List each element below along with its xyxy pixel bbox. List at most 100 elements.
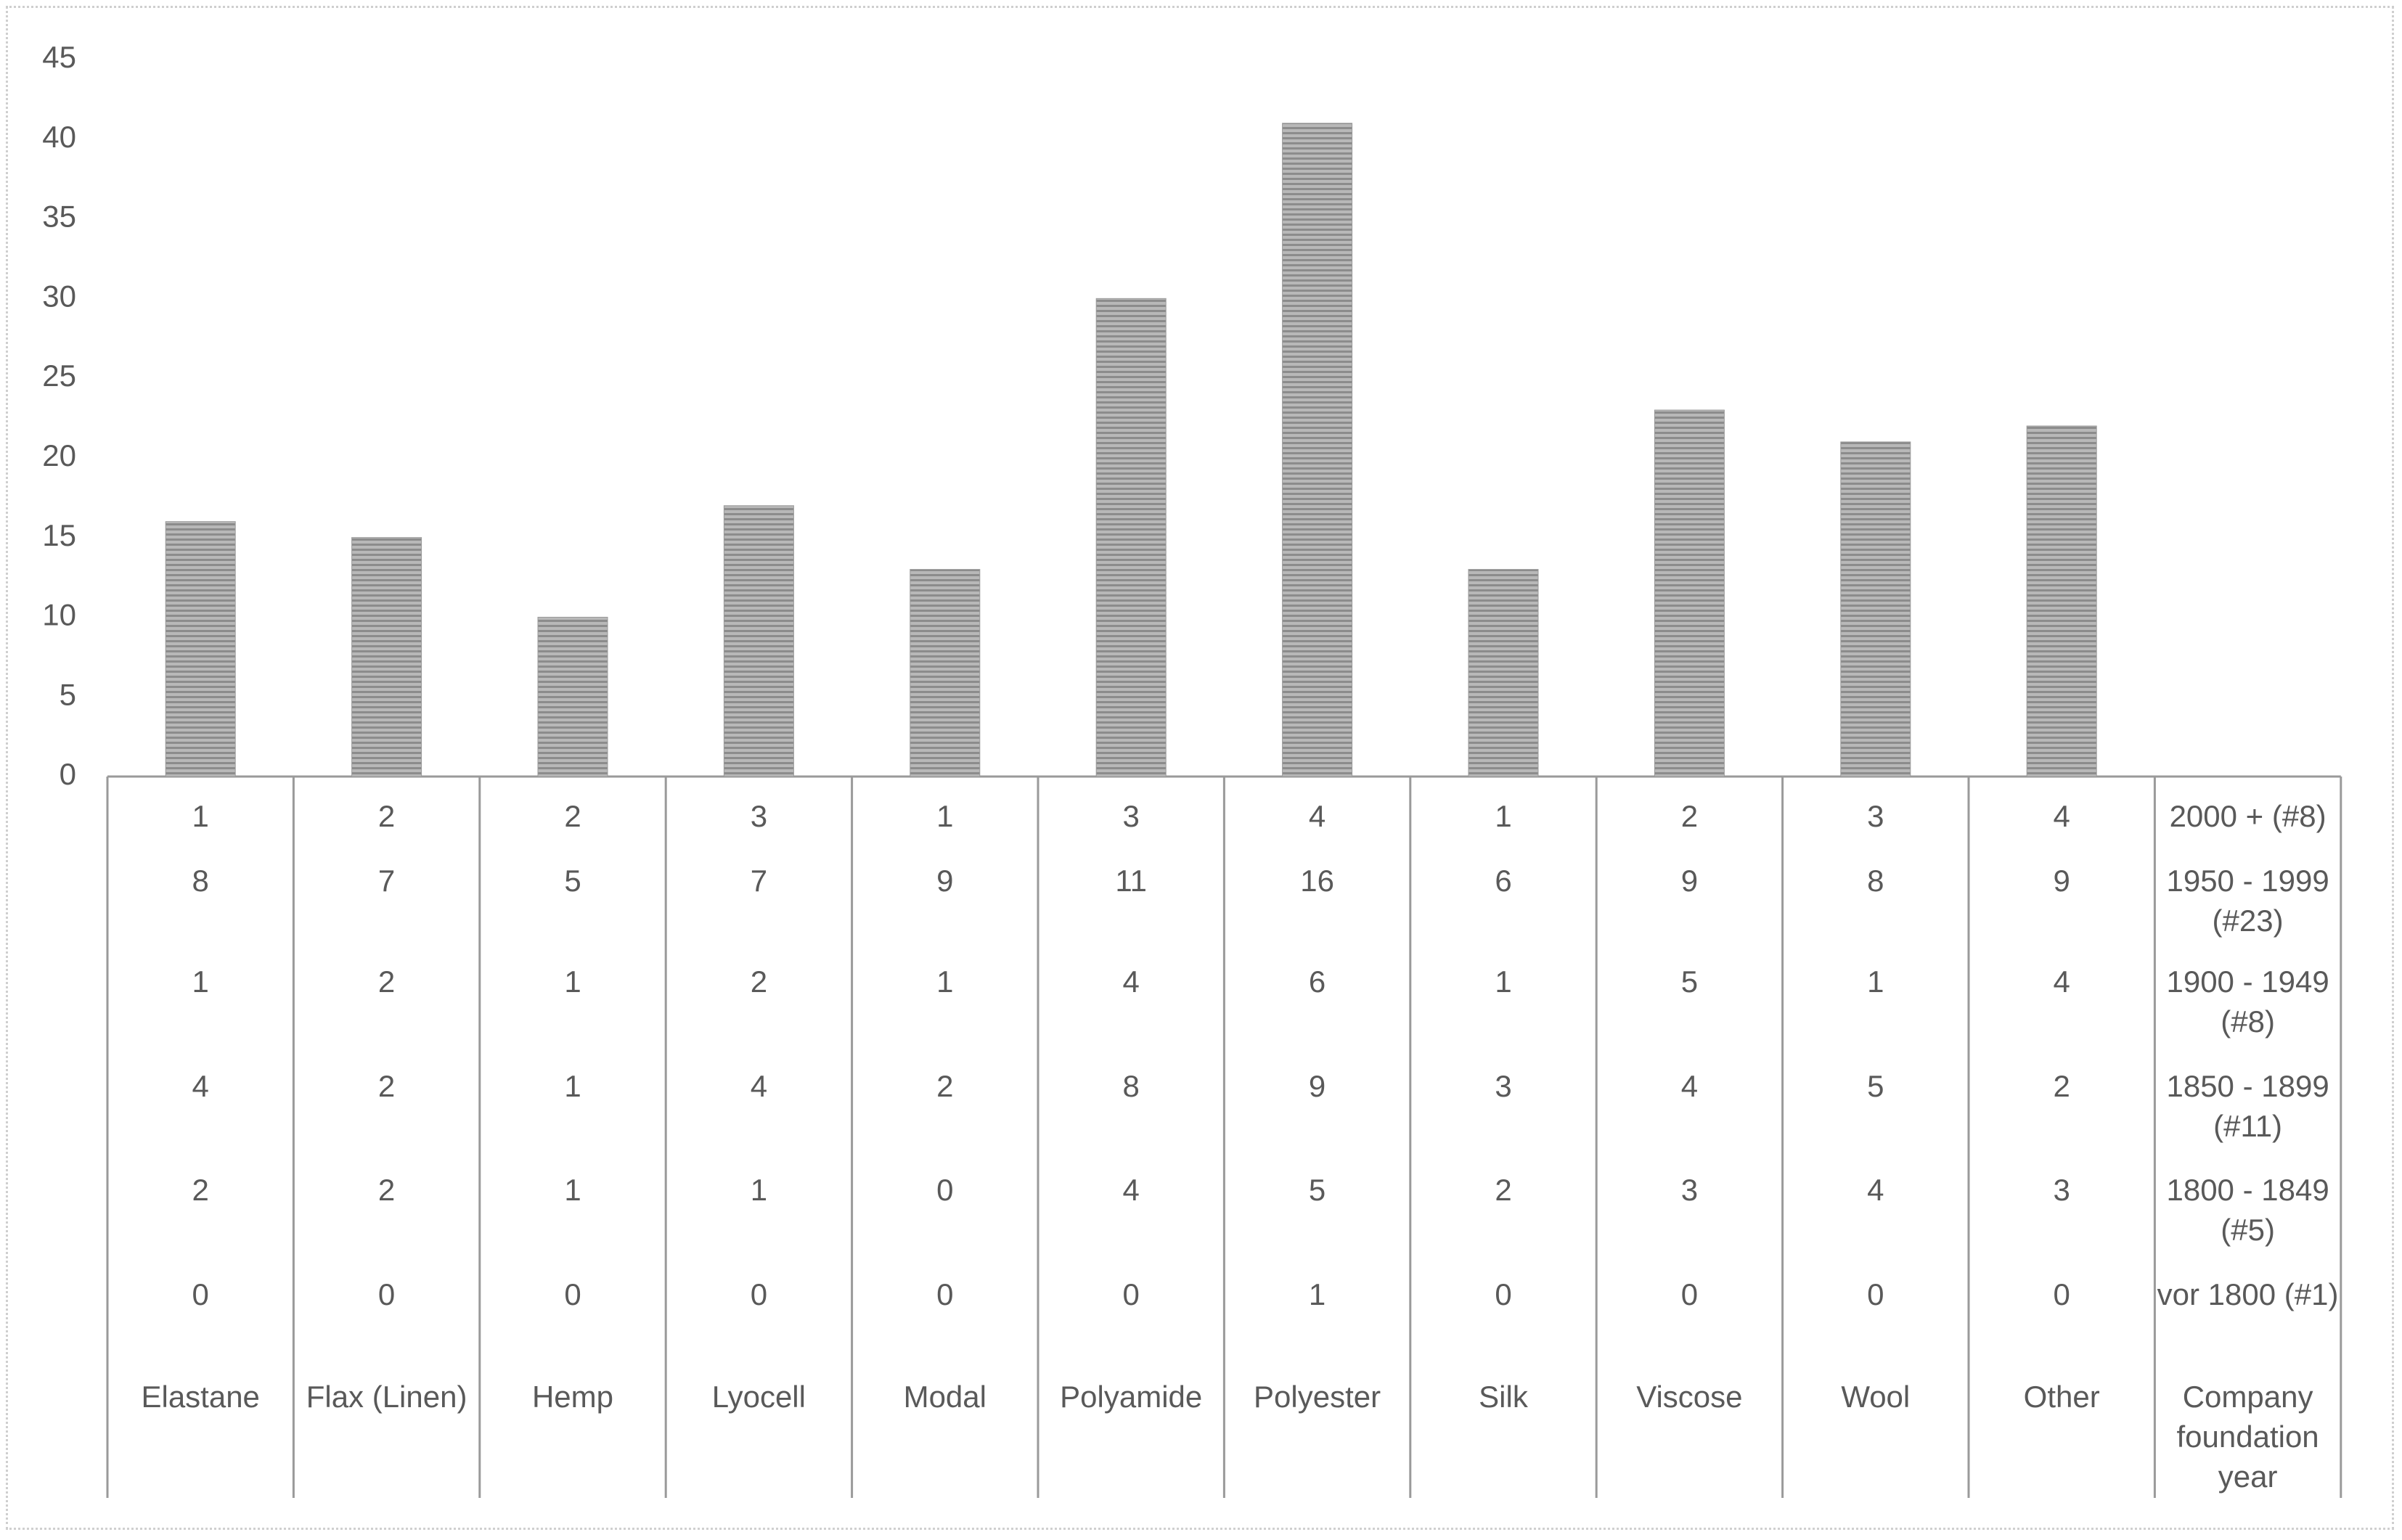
y-tick-label: 40 xyxy=(42,120,76,154)
row-label: 1800 - 1849 (#5) xyxy=(2166,1173,2329,1247)
table-cell: 9 xyxy=(2053,864,2070,898)
bar xyxy=(537,616,608,777)
y-tick-label: 10 xyxy=(42,598,76,632)
x-tick-label: Hemp xyxy=(531,1380,614,1414)
bar xyxy=(1840,441,1911,777)
table-cell: 16 xyxy=(1300,864,1334,898)
table-cell: 2 xyxy=(377,1069,396,1103)
bar xyxy=(2026,425,2097,777)
y-tick-label: 45 xyxy=(42,40,76,74)
table-cell: 6 xyxy=(1495,864,1512,898)
table-cell: 9 xyxy=(1308,1069,1326,1103)
table-cell: 0 xyxy=(750,1277,768,1311)
y-tick-label: 20 xyxy=(42,438,76,472)
table-cell: 1 xyxy=(1495,799,1512,833)
table-cell: 0 xyxy=(936,1173,954,1207)
table-cell: 0 xyxy=(1867,1277,1884,1311)
bar xyxy=(165,521,236,777)
row-label: 1850 - 1899 (#11) xyxy=(2166,1069,2329,1143)
table-cell: 2 xyxy=(564,799,581,833)
bar xyxy=(910,569,981,777)
table-cell: 4 xyxy=(2053,964,2070,999)
chart-frame xyxy=(6,6,2394,1530)
table-cell: 2 xyxy=(192,1173,209,1207)
y-tick-label: 25 xyxy=(42,359,76,393)
y-tick-label: 30 xyxy=(42,279,76,313)
table-cell: 5 xyxy=(564,864,581,898)
table-cell: 11 xyxy=(1115,864,1147,898)
table-cell: 5 xyxy=(1308,1173,1326,1207)
x-tick-label: Other xyxy=(2023,1380,2100,1414)
y-tick-label: 35 xyxy=(42,200,76,234)
table-cell: 8 xyxy=(1122,1069,1140,1103)
table-cell: 3 xyxy=(1122,799,1140,833)
table-cell: 0 xyxy=(1680,1277,1699,1311)
table-cell: 0 xyxy=(564,1277,581,1311)
table-cell: 3 xyxy=(1495,1069,1512,1103)
x-tick-label: Flax (Linen) xyxy=(306,1380,467,1414)
x-tick-label: Lyocell xyxy=(711,1380,806,1414)
bar xyxy=(723,505,794,777)
table-cell: 4 xyxy=(750,1069,768,1103)
bar xyxy=(1095,298,1167,777)
table-cell: 5 xyxy=(1680,964,1699,999)
table-cell: 3 xyxy=(2053,1173,2070,1207)
table-cell: 3 xyxy=(750,799,768,833)
table-header: Company foundation year xyxy=(2176,1380,2319,1494)
table-cell: 4 xyxy=(1122,1173,1140,1207)
row-label: vor 1800 (#1) xyxy=(2157,1277,2339,1311)
table-cell: 2 xyxy=(1680,799,1699,833)
table-cell: 1 xyxy=(564,1173,581,1207)
y-tick-label: 5 xyxy=(60,677,76,711)
table-cell: 7 xyxy=(377,864,396,898)
table-cell: 8 xyxy=(192,864,209,898)
table-cell: 9 xyxy=(1680,864,1699,898)
table-cell: 4 xyxy=(1122,964,1140,999)
table-cell: 3 xyxy=(1680,1173,1699,1207)
table-cell: 1 xyxy=(192,964,209,999)
table-cell: 0 xyxy=(1495,1277,1512,1311)
bar xyxy=(1654,409,1725,777)
x-tick-label: Modal xyxy=(903,1380,986,1414)
table-cell: 9 xyxy=(936,864,954,898)
table-cell: 1 xyxy=(936,799,954,833)
table-cell: 1 xyxy=(1867,964,1884,999)
table-cell: 1 xyxy=(564,964,581,999)
table-cell: 4 xyxy=(1680,1069,1699,1103)
table-cell: 4 xyxy=(1867,1173,1884,1207)
table-cell: 2 xyxy=(2053,1069,2070,1103)
table-cell: 4 xyxy=(1308,799,1326,833)
table-cell: 0 xyxy=(2053,1277,2070,1311)
x-tick-label: Wool xyxy=(1841,1380,1911,1414)
x-tick-label: Silk xyxy=(1479,1380,1528,1414)
x-tick-label: Elastane xyxy=(141,1380,260,1414)
table-cell: 2 xyxy=(1495,1173,1512,1207)
table-cell: 2 xyxy=(377,1173,396,1207)
bar xyxy=(1468,569,1539,777)
table-cell: 2 xyxy=(936,1069,954,1103)
table-cell: 0 xyxy=(192,1277,209,1311)
x-tick-label: Viscose xyxy=(1636,1380,1743,1414)
table-cell: 4 xyxy=(192,1069,209,1103)
x-tick-label: Polyamide xyxy=(1060,1380,1203,1414)
table-cell: 0 xyxy=(377,1277,396,1311)
table-cell: 1 xyxy=(564,1069,581,1103)
table-cell: 0 xyxy=(1122,1277,1140,1311)
table-cell: 1 xyxy=(936,964,954,999)
table-cell: 7 xyxy=(750,864,768,898)
y-tick-label: 15 xyxy=(42,518,76,552)
row-label: 2000 + (#8) xyxy=(2169,799,2327,833)
table-cell: 1 xyxy=(1495,964,1512,999)
table-cell: 1 xyxy=(750,1173,768,1207)
table-cell: 5 xyxy=(1867,1069,1884,1103)
y-tick-label: 0 xyxy=(60,757,76,791)
bar xyxy=(1282,123,1353,777)
table-cell: 2 xyxy=(377,799,396,833)
table-cell: 2 xyxy=(750,964,768,999)
row-label: 1900 - 1949 (#8) xyxy=(2166,964,2329,1039)
x-tick-label: Polyester xyxy=(1254,1380,1381,1414)
table-cell: 6 xyxy=(1308,964,1326,999)
row-label: 1950 - 1999 (#23) xyxy=(2166,864,2329,938)
